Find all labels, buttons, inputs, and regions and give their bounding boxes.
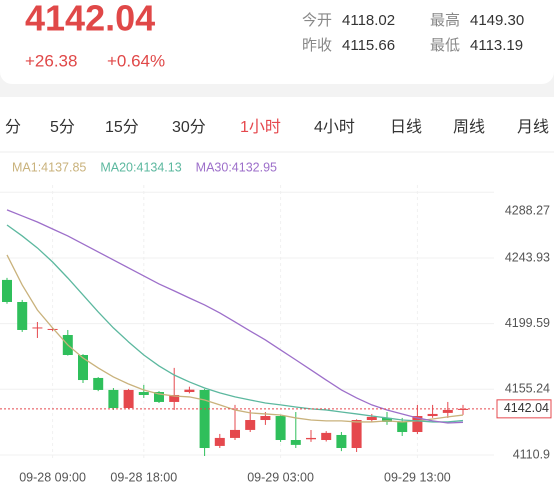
- x-tick-label: 09-29 13:00: [384, 470, 451, 484]
- stat-label: 今开: [302, 12, 332, 29]
- tab[interactable]: 1小时: [240, 118, 281, 136]
- change-pct: +0.64%: [107, 51, 165, 70]
- y-tick-label: 4110.9: [513, 447, 550, 461]
- candle-body: [78, 355, 88, 381]
- y-tick-label: 4155.24: [505, 382, 550, 396]
- legend-entry: MA20:4134.13: [100, 160, 181, 174]
- candle-body: [290, 440, 301, 445]
- candle-body: [351, 420, 362, 449]
- candle-body: [138, 392, 149, 395]
- price: 4142.04: [25, 0, 155, 39]
- tab[interactable]: 日线: [390, 118, 422, 136]
- candle-body: [458, 408, 468, 410]
- candle-body: [184, 389, 195, 393]
- change: +26.38: [25, 51, 77, 70]
- candle-body: [154, 392, 164, 402]
- stat-value: 4149.30: [470, 12, 524, 29]
- legend-entry: MA1:4137.85: [12, 160, 86, 174]
- candle-body: [275, 416, 286, 441]
- candle-body: [199, 389, 210, 449]
- candle-body: [32, 327, 43, 329]
- candle-body: [17, 301, 28, 330]
- stat-label: 最低: [430, 37, 460, 54]
- candle-body: [214, 437, 225, 446]
- stat-value: 4113.19: [470, 37, 523, 54]
- x-tick-label: 09-29 03:00: [247, 470, 314, 484]
- candle-body: [382, 417, 392, 422]
- stat-value: 4118.02: [342, 12, 395, 29]
- ma-line: [6, 224, 464, 423]
- candle-body: [108, 389, 119, 409]
- last-price-box: [496, 399, 552, 419]
- quote-card: [0, 0, 554, 84]
- candle-body: [397, 421, 408, 433]
- candle-body: [336, 434, 347, 449]
- candle-body: [412, 416, 423, 433]
- candle-body: [2, 279, 12, 302]
- stat-label: 最高: [430, 12, 460, 29]
- x-tick-label: 09-28 18:00: [110, 470, 177, 484]
- candle-body: [427, 413, 438, 417]
- candle-body: [321, 432, 332, 441]
- tab[interactable]: 4小时: [314, 118, 355, 136]
- tab[interactable]: 15分: [105, 118, 139, 136]
- candle-body: [366, 416, 377, 421]
- legend-entry: MA30:4132.95: [196, 160, 277, 174]
- candle-body: [245, 420, 256, 430]
- y-tick-label: 4243.93: [505, 250, 550, 264]
- tab[interactable]: 月线: [517, 118, 549, 136]
- candle-body: [169, 394, 180, 402]
- tab[interactable]: 分: [5, 118, 21, 136]
- legend: MA1:4137.85 MA20:4134.13 MA30:4132.95: [12, 160, 277, 174]
- ma-line: [6, 209, 464, 424]
- stat-label: 昨收: [302, 37, 332, 54]
- candle-body: [442, 409, 453, 413]
- tab-bar: 分 5分 15分 30分 1小时 4小时 日线 周线 月线: [5, 118, 549, 136]
- tab[interactable]: 30分: [172, 118, 206, 136]
- ma-line: [6, 254, 464, 423]
- stat-value: 4115.66: [342, 37, 395, 54]
- candle-body: [230, 429, 240, 438]
- tab[interactable]: 5分: [50, 118, 75, 136]
- tab[interactable]: 周线: [453, 118, 485, 136]
- y-tick-label: 4199.59: [505, 316, 550, 330]
- candle-body: [306, 437, 316, 440]
- candle-body: [123, 389, 134, 409]
- chart: 4110.9 4155.24 4199.59 4243.93 4288.27 09-28 …: [0, 185, 552, 484]
- candle-body: [47, 328, 58, 330]
- candle-body: [93, 377, 104, 390]
- y-tick-label: 4288.27: [505, 203, 550, 217]
- last-price-label: 4142.04: [504, 401, 549, 415]
- x-tick-label: 09-28 09:00: [19, 470, 86, 484]
- candle-body: [260, 416, 271, 421]
